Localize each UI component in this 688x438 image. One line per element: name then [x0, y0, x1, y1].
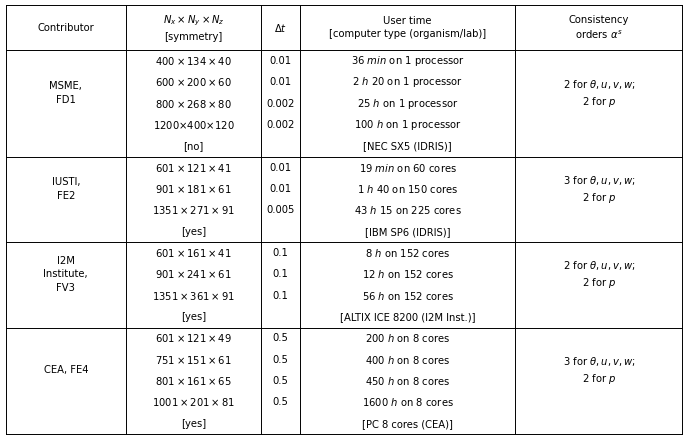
Text: 12 $h$ on 152 cores: 12 $h$ on 152 cores: [362, 268, 453, 280]
Text: $901 \times 181 \times 61$: $901 \times 181 \times 61$: [155, 183, 232, 195]
Text: 0.01: 0.01: [270, 162, 292, 173]
Text: $1351 \times 361 \times 91$: $1351 \times 361 \times 91$: [152, 290, 235, 302]
Text: I2M
Institute,
FV3: I2M Institute, FV3: [43, 256, 88, 293]
Text: $601 \times 161 \times 41$: $601 \times 161 \times 41$: [155, 247, 232, 259]
Text: 25 $h$ on 1 processor: 25 $h$ on 1 processor: [357, 97, 458, 111]
Text: 0.1: 0.1: [272, 269, 289, 279]
Text: Consistency
orders $\alpha^s$: Consistency orders $\alpha^s$: [569, 14, 629, 41]
Text: 0.005: 0.005: [266, 205, 295, 215]
Text: [IBM SP6 (IDRIS)]: [IBM SP6 (IDRIS)]: [365, 227, 451, 237]
Text: $600 \times 200 \times 60$: $600 \times 200 \times 60$: [155, 76, 232, 88]
Text: 0.5: 0.5: [272, 333, 289, 343]
Text: $1351 \times 271 \times 91$: $1351 \times 271 \times 91$: [152, 205, 235, 216]
Text: 8 $h$ on 152 cores: 8 $h$ on 152 cores: [365, 247, 451, 259]
Text: 0.1: 0.1: [272, 291, 289, 301]
Text: [ALTIX ICE 8200 (I2M Inst.)]: [ALTIX ICE 8200 (I2M Inst.)]: [340, 312, 475, 322]
Text: [no]: [no]: [184, 141, 204, 152]
Text: 200 $h$ on 8 cores: 200 $h$ on 8 cores: [365, 332, 451, 344]
Text: $801 \times 161 \times 65$: $801 \times 161 \times 65$: [155, 375, 232, 387]
Text: [yes]: [yes]: [181, 227, 206, 237]
Text: Contributor: Contributor: [37, 23, 94, 33]
Text: 3 for $\theta, u, v, w$;
2 for $p$: 3 for $\theta, u, v, w$; 2 for $p$: [563, 173, 635, 205]
Text: 2 for $\theta, u, v, w$;
2 for $p$: 2 for $\theta, u, v, w$; 2 for $p$: [563, 259, 635, 290]
Text: 0.002: 0.002: [266, 99, 295, 109]
Text: 450 $h$ on 8 cores: 450 $h$ on 8 cores: [365, 375, 451, 387]
Text: $1001 \times 201 \times 81$: $1001 \times 201 \times 81$: [152, 396, 235, 409]
Text: 100 $h$ on 1 processor: 100 $h$ on 1 processor: [354, 118, 462, 132]
Text: $1200{\times}400{\times}120$: $1200{\times}400{\times}120$: [153, 119, 235, 131]
Text: 0.002: 0.002: [266, 120, 295, 130]
Text: $N_x \times N_y \times N_z$
[symmetry]: $N_x \times N_y \times N_z$ [symmetry]: [163, 14, 224, 42]
Text: [yes]: [yes]: [181, 312, 206, 322]
Text: $751 \times 151 \times 61$: $751 \times 151 \times 61$: [155, 354, 232, 366]
Text: [PC 8 cores (CEA)]: [PC 8 cores (CEA)]: [362, 419, 453, 429]
Text: 0.01: 0.01: [270, 56, 292, 66]
Text: User time
[computer type (organism/lab)]: User time [computer type (organism/lab)]: [329, 16, 486, 39]
Text: [yes]: [yes]: [181, 419, 206, 429]
Text: $601 \times 121 \times 49$: $601 \times 121 \times 49$: [155, 332, 232, 344]
Text: [NEC SX5 (IDRIS)]: [NEC SX5 (IDRIS)]: [363, 141, 452, 152]
Text: 2 $h$ 20 on 1 processor: 2 $h$ 20 on 1 processor: [352, 75, 463, 89]
Text: 2 for $\theta, u, v, w$;
2 for $p$: 2 for $\theta, u, v, w$; 2 for $p$: [563, 78, 635, 109]
Text: 1600 $h$ on 8 cores: 1600 $h$ on 8 cores: [362, 396, 453, 409]
Text: CEA, FE4: CEA, FE4: [43, 365, 88, 375]
Text: 19 $min$ on 60 cores: 19 $min$ on 60 cores: [358, 162, 457, 174]
Text: MSME,
FD1: MSME, FD1: [50, 81, 82, 105]
Text: IUSTI,
FE2: IUSTI, FE2: [52, 177, 80, 201]
Text: 0.5: 0.5: [272, 355, 289, 365]
Text: $901 \times 241 \times 61$: $901 \times 241 \times 61$: [155, 268, 232, 280]
Text: 3 for $\theta, u, v, w$;
2 for $p$: 3 for $\theta, u, v, w$; 2 for $p$: [563, 355, 635, 386]
Text: 56 $h$ on 152 cores: 56 $h$ on 152 cores: [362, 290, 453, 302]
Text: $400 \times 134 \times 40$: $400 \times 134 \times 40$: [155, 55, 232, 67]
Text: 1 $h$ 40 on 150 cores: 1 $h$ 40 on 150 cores: [357, 183, 458, 195]
Text: $\Delta t$: $\Delta t$: [274, 22, 287, 34]
Text: $800 \times 268 \times 80$: $800 \times 268 \times 80$: [155, 98, 232, 110]
Text: 400 $h$ on 8 cores: 400 $h$ on 8 cores: [365, 354, 451, 366]
Text: 0.5: 0.5: [272, 397, 289, 407]
Text: 0.1: 0.1: [272, 248, 289, 258]
Text: 0.5: 0.5: [272, 376, 289, 386]
Text: $601 \times 121 \times 41$: $601 \times 121 \times 41$: [155, 162, 232, 174]
Text: 43 $h$ 15 on 225 cores: 43 $h$ 15 on 225 cores: [354, 205, 462, 216]
Text: 36 $min$ on 1 processor: 36 $min$ on 1 processor: [351, 54, 464, 68]
Text: 0.01: 0.01: [270, 78, 292, 87]
Text: 0.01: 0.01: [270, 184, 292, 194]
